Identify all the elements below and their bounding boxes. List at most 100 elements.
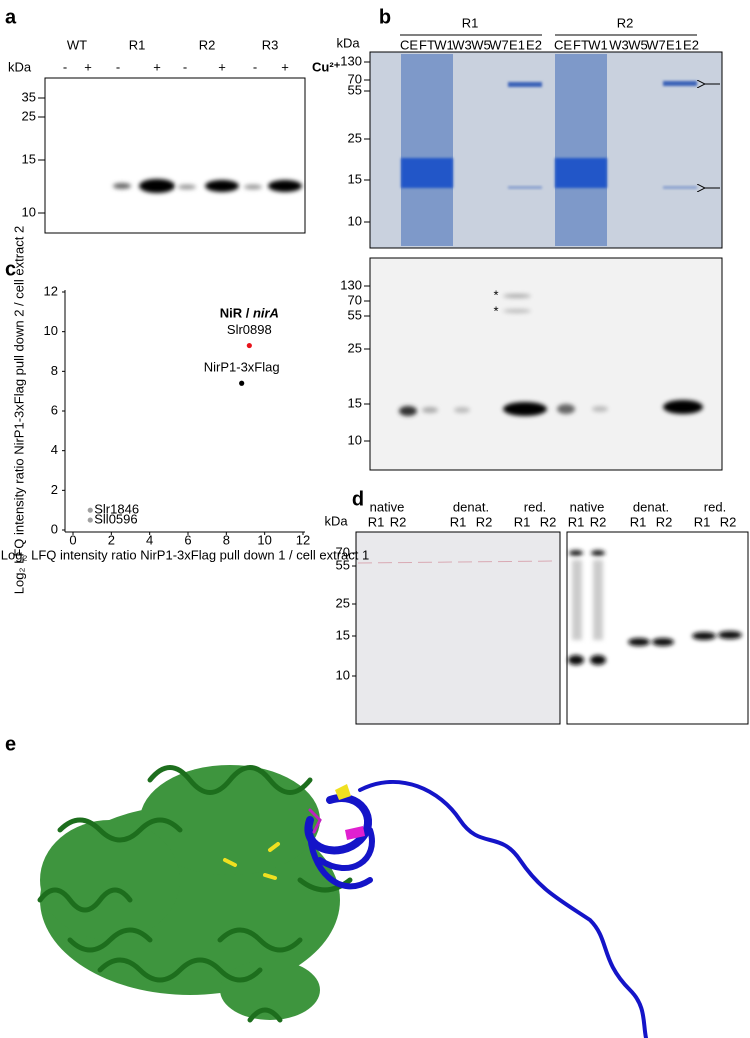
- lane-label: E2: [683, 37, 699, 52]
- marker-label: 55: [348, 82, 362, 97]
- condition-label: native: [370, 499, 405, 514]
- marker-label: 130: [340, 53, 362, 68]
- coomassie-lanes: [401, 54, 697, 246]
- marker-label: 10: [22, 204, 36, 219]
- marker-label: 55: [336, 557, 350, 572]
- point: [239, 380, 245, 386]
- treatment-label: +: [84, 59, 92, 74]
- x-tick-label: 10: [257, 532, 271, 547]
- y-tick-label: 10: [44, 323, 58, 338]
- y-tick-label: 8: [51, 363, 58, 378]
- marker-label: 25: [336, 595, 350, 610]
- point: [246, 342, 252, 349]
- panel-label: c: [5, 258, 16, 280]
- x-tick-label: 4: [146, 532, 153, 547]
- y-tick-label: 2: [51, 482, 58, 497]
- marker-label: 25: [22, 108, 36, 123]
- replicate-label: R1: [630, 514, 647, 529]
- point: [87, 517, 93, 523]
- lane-label: W1: [588, 37, 608, 52]
- asterisk: *: [493, 287, 498, 302]
- gel-b-bottom: [369, 257, 723, 471]
- replicate-label: R1: [694, 514, 711, 529]
- treatment-label: -: [63, 59, 67, 74]
- group-label: R2: [617, 15, 634, 30]
- lane-label: W7: [489, 37, 509, 52]
- y-tick-label: 6: [51, 402, 58, 417]
- lane-label: W7: [646, 37, 666, 52]
- unit-label: kDa: [336, 35, 360, 50]
- marker-label: 70: [348, 71, 362, 86]
- point-title: NiR / nirA: [220, 306, 279, 321]
- y-tick-label: 12: [44, 283, 58, 298]
- replicate-label: R2: [720, 514, 737, 529]
- marker-label: 15: [22, 151, 36, 166]
- lane-label: W1: [434, 37, 454, 52]
- x-tick-label: 12: [296, 532, 310, 547]
- y-tick-label: 0: [51, 521, 58, 536]
- marker-label: 10: [348, 213, 362, 228]
- replicate-label: R2: [656, 514, 673, 529]
- sample-label: R3: [262, 37, 279, 52]
- marker-label: 25: [348, 130, 362, 145]
- marker-label: 10: [348, 432, 362, 447]
- marker-label: 25: [348, 340, 362, 355]
- bands-d: [568, 550, 742, 665]
- unit-label: kDa: [324, 513, 348, 528]
- point-label: Slr1846: [94, 502, 139, 517]
- treatment-label: -: [183, 59, 187, 74]
- marker-label: 130: [340, 277, 362, 292]
- replicate-label: R2: [476, 514, 493, 529]
- marker-label: 35: [22, 89, 36, 104]
- condition-label: denat.: [633, 499, 669, 514]
- replicate-label: R1: [450, 514, 467, 529]
- treatment-label: -: [116, 59, 120, 74]
- marker-label: 15: [336, 627, 350, 642]
- sample-label: WT: [67, 37, 87, 52]
- ion-label: Cu²⁺: [312, 59, 341, 74]
- condition-label: denat.: [453, 499, 489, 514]
- asterisk: *: [493, 303, 498, 318]
- unit-label: kDa: [8, 59, 32, 74]
- replicate-label: R1: [514, 514, 531, 529]
- x-tick-label: 0: [69, 532, 76, 547]
- condition-label: red.: [524, 499, 546, 514]
- x-tick-label: 8: [223, 532, 230, 547]
- title-part: /: [242, 306, 250, 321]
- condition-label: red.: [704, 499, 726, 514]
- point: [87, 507, 93, 513]
- marker-label: 15: [348, 395, 362, 410]
- lane-label: CE: [400, 37, 418, 52]
- lane-label: E2: [526, 37, 542, 52]
- lane-label: E1: [509, 37, 525, 52]
- replicate-label: R2: [540, 514, 557, 529]
- group-label: R1: [462, 15, 479, 30]
- y-tick-label: 4: [51, 442, 58, 457]
- title-part: NiR: [220, 306, 243, 321]
- lane-label: W5: [471, 37, 491, 52]
- lane-label: CE: [554, 37, 572, 52]
- replicate-label: R1: [568, 514, 585, 529]
- panel-label: d: [352, 488, 364, 510]
- bands-a: [113, 179, 302, 193]
- point-label: Slr0898: [227, 322, 272, 337]
- marker-label: 70: [348, 292, 362, 307]
- gel-d-left: [355, 531, 561, 725]
- condition-label: native: [570, 499, 605, 514]
- lane-label: W3: [452, 37, 472, 52]
- lane-label: FT: [419, 37, 435, 52]
- treatment-label: -: [253, 59, 257, 74]
- panel-label: a: [5, 6, 17, 28]
- marker-label: 55: [348, 307, 362, 322]
- sample-label: R2: [199, 37, 216, 52]
- replicate-label: R2: [590, 514, 607, 529]
- replicate-label: R1: [368, 514, 385, 529]
- point-label: Sll0596: [94, 512, 137, 527]
- marker-label: 10: [336, 667, 350, 682]
- title-part: nirA: [249, 306, 279, 321]
- x-tick-label: 2: [108, 532, 115, 547]
- sample-label: R1: [129, 37, 146, 52]
- ponceau-band: [357, 560, 559, 564]
- treatment-label: +: [218, 59, 226, 74]
